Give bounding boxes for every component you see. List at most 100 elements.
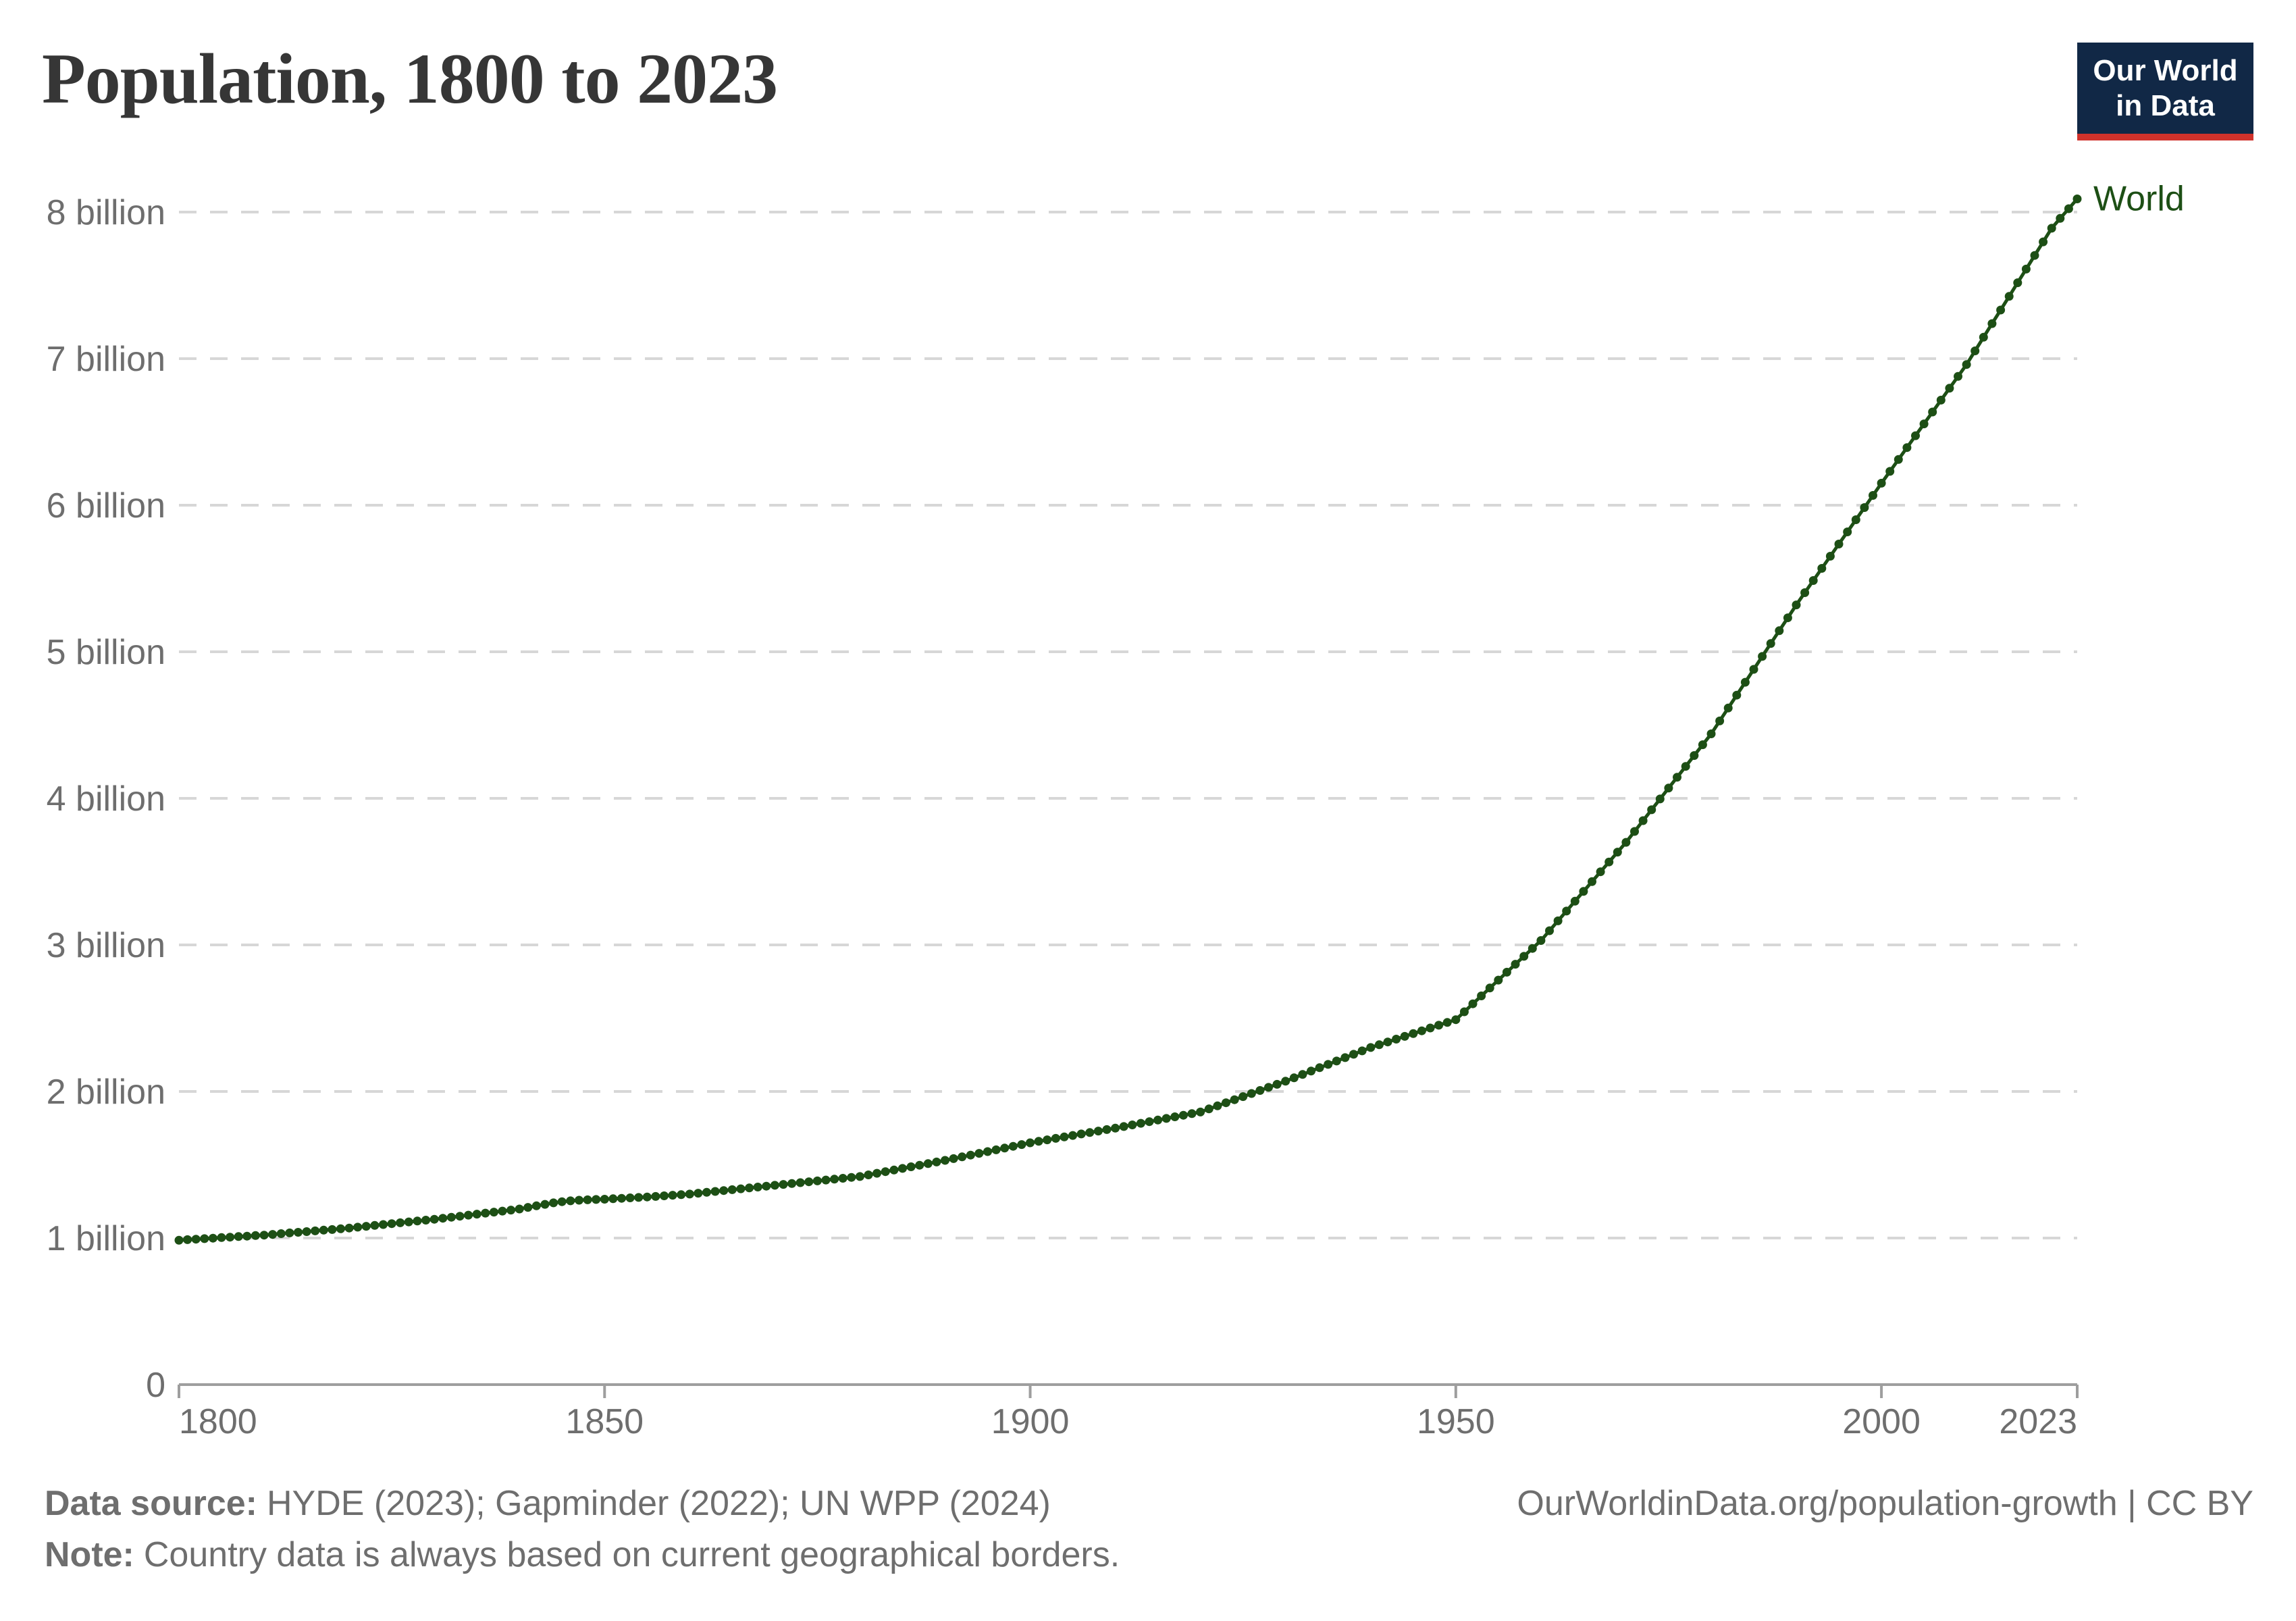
world-data-point — [1307, 1066, 1315, 1076]
world-data-point — [958, 1152, 967, 1162]
world-data-point — [1715, 716, 1725, 725]
world-data-point — [1272, 1079, 1282, 1089]
world-data-point — [745, 1183, 754, 1193]
world-data-point — [1800, 588, 1810, 597]
world-data-point — [1222, 1098, 1230, 1108]
world-data-point — [727, 1185, 737, 1194]
world-data-point — [1749, 665, 1758, 674]
world-data-point — [1945, 384, 1954, 393]
world-data-point — [668, 1191, 677, 1200]
world-data-point — [923, 1159, 933, 1168]
world-data-point — [583, 1195, 592, 1204]
world-data-point — [1971, 346, 1980, 355]
data-source-text: HYDE (2023); Gapminder (2022); UN WPP (2… — [267, 1484, 1051, 1523]
data-source-label: Data source: — [45, 1484, 257, 1523]
world-data-point — [736, 1184, 746, 1193]
world-data-point — [2013, 278, 2023, 288]
owid-logo: Our World in Data — [2077, 43, 2253, 140]
world-data-point — [226, 1233, 235, 1242]
world-data-point — [694, 1189, 703, 1198]
world-data-point — [1698, 740, 1707, 750]
world-data-point — [1298, 1070, 1307, 1079]
world-data-point — [361, 1222, 371, 1231]
world-data-point — [1051, 1133, 1060, 1143]
world-data-point — [413, 1216, 422, 1226]
world-data-point — [319, 1225, 328, 1235]
world-data-point — [1690, 751, 1699, 761]
world-data-point — [2072, 195, 2082, 203]
world-data-point — [864, 1170, 873, 1179]
world-data-point — [1451, 1015, 1461, 1025]
world-data-point — [481, 1208, 490, 1218]
world-data-point — [446, 1212, 456, 1222]
world-data-point — [983, 1147, 992, 1156]
world-data-point — [710, 1187, 720, 1196]
world-data-point — [1596, 867, 1605, 877]
world-data-point — [1808, 576, 1818, 585]
owid-logo-line1: Our World — [2093, 53, 2238, 87]
world-data-point — [515, 1204, 524, 1214]
world-data-point — [1417, 1026, 1426, 1035]
x-axis-tick-label: 2023 — [1999, 1402, 2077, 1441]
world-data-point — [719, 1186, 729, 1195]
world-data-point — [1996, 305, 2006, 315]
world-data-point — [1792, 600, 1801, 610]
world-data-point — [1834, 540, 1844, 548]
world-data-point — [1400, 1031, 1409, 1041]
y-axis-tick-label: 0 — [146, 1366, 165, 1405]
world-data-point — [183, 1235, 192, 1244]
x-axis-tick-label: 1800 — [179, 1402, 257, 1441]
world-data-point — [208, 1233, 217, 1243]
world-data-point — [489, 1208, 498, 1217]
world-line — [178, 197, 2079, 1242]
world-data-point — [328, 1225, 337, 1234]
world-data-point — [770, 1181, 779, 1190]
world-data-point — [1775, 626, 1784, 636]
world-data-point — [847, 1173, 856, 1182]
y-axis-tick-label: 7 billion — [47, 340, 165, 379]
world-data-point — [941, 1156, 949, 1165]
world-data-point — [438, 1214, 448, 1223]
world-data-point — [174, 1235, 184, 1245]
world-data-point — [259, 1231, 269, 1240]
world-data-point — [1494, 975, 1503, 985]
world-data-point — [1664, 783, 1673, 793]
y-axis: 0 1 billion 2 billion 3 billion 4 billion 5 b… — [47, 193, 165, 1405]
world-data-point — [2056, 213, 2065, 223]
world-data-point — [625, 1193, 635, 1202]
world-data-point — [855, 1172, 864, 1181]
note-text: Country data is always based on current … — [143, 1535, 1120, 1574]
world-data-point — [830, 1175, 839, 1184]
world-data-point — [251, 1231, 260, 1240]
world-data-point — [1604, 857, 1614, 867]
world-data-point — [1613, 848, 1622, 857]
world-data-point — [1459, 1007, 1469, 1017]
world-series — [174, 195, 2082, 1245]
world-data-point — [762, 1181, 771, 1191]
world-data-point — [217, 1233, 226, 1242]
world-data-point — [1017, 1140, 1026, 1150]
world-data-point — [1468, 999, 1478, 1008]
world-data-point — [2039, 237, 2048, 247]
world-data-point — [1136, 1118, 1145, 1128]
world-data-point — [1987, 319, 1997, 328]
world-data-point — [915, 1160, 924, 1170]
world-data-point — [464, 1210, 473, 1220]
x-axis: 1800 1850 1900 1950 2000 2023 — [178, 1383, 2079, 1441]
world-data-point — [1485, 983, 1494, 993]
world-data-point — [344, 1223, 354, 1233]
world-data-point — [1392, 1035, 1401, 1044]
world-data-point — [1766, 639, 1775, 648]
world-data-point — [600, 1195, 609, 1204]
world-data-point — [1068, 1131, 1078, 1140]
world-data-point — [1681, 762, 1690, 771]
y-axis-tick-label: 6 billion — [47, 486, 165, 525]
world-data-point — [795, 1178, 805, 1187]
world-data-point — [1434, 1021, 1444, 1030]
world-data-point — [1936, 395, 1946, 405]
world-data-point — [1409, 1029, 1418, 1038]
world-data-point — [812, 1176, 822, 1185]
world-data-point — [1562, 906, 1571, 916]
world-data-point — [1383, 1037, 1392, 1047]
world-data-point — [1238, 1092, 1248, 1102]
